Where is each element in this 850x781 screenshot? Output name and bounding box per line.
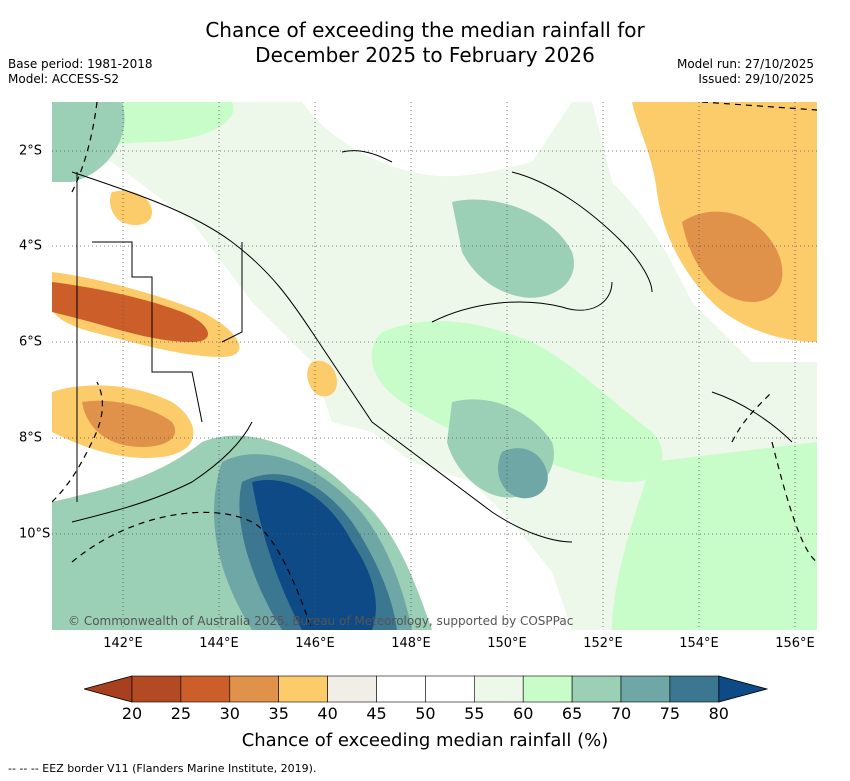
colorbar-label: Chance of exceeding median rainfall (%): [241, 730, 609, 751]
meta-left: Base period: 1981-2018 Model: ACCESS-S2: [8, 57, 153, 87]
x-tick-152: 152°E: [583, 636, 623, 651]
colorbar-tick: 80: [708, 704, 729, 723]
colorbar-tick: 60: [513, 704, 534, 723]
copyright-notice: © Commonwealth of Australia 2025, Bureau…: [68, 614, 574, 628]
y-tick-6s: 6°S: [19, 334, 43, 350]
y-tick-8s: 8°S: [19, 430, 43, 446]
colorbar-extend-high: [718, 675, 768, 703]
y-tick-4s: 4°S: [19, 238, 43, 254]
graticule: [52, 102, 817, 630]
colorbar-tick: 40: [317, 704, 338, 723]
x-tick-146: 146°E: [295, 636, 335, 651]
region-lightgreen-east: [612, 442, 817, 630]
model-run: Model run: 27/10/2025: [676, 57, 814, 71]
colorbar-segment: [229, 675, 280, 703]
y-tick-10s: 10°S: [19, 526, 51, 542]
coastlines: [71, 150, 793, 543]
region-darkorange-southwest: [82, 400, 176, 447]
region-darkorange-west: [52, 282, 209, 342]
colorbar-tick: 30: [219, 704, 240, 723]
colorbar-segment: [278, 675, 328, 703]
colorbar-tick: 25: [170, 704, 192, 723]
x-tick-156: 156°E: [775, 636, 815, 651]
colorbar-segment: [473, 675, 524, 703]
region-teal-nw: [52, 102, 125, 182]
region-teal-central: [452, 199, 574, 298]
colorbar-segment: [131, 675, 182, 703]
borders: [76, 172, 243, 502]
region-orange-small-central: [307, 360, 337, 397]
region-lightgreen-central: [371, 321, 663, 482]
region-blue-south-core: [252, 480, 376, 630]
colorbar-tick: 65: [561, 704, 583, 723]
base-period: Base period: 1981-2018: [8, 57, 153, 71]
x-tick-154: 154°E: [679, 636, 719, 651]
region-blue-east: [497, 448, 548, 499]
title-line-1: Chance of exceeding the median rainfall …: [205, 18, 645, 42]
colorbar-segment: [376, 675, 426, 703]
x-tick-144: 144°E: [199, 636, 239, 651]
colorbar: [84, 675, 768, 703]
meta-right: Model run: 27/10/2025 Issued: 29/10/2025: [677, 57, 814, 87]
colorbar-tick: 50: [415, 704, 436, 723]
colorbar-tick: 75: [659, 704, 681, 723]
region-darkorange-northeast: [682, 211, 783, 302]
colorbar-tick: 55: [464, 704, 485, 723]
eez-legend: -- -- -- EEZ border V11 (Flanders Marine…: [8, 762, 317, 775]
colorbar-segment: [327, 675, 377, 703]
title-line-2: December 2025 to February 2026: [255, 43, 595, 67]
colorbar-tick: 45: [366, 704, 387, 723]
colorbar-tick: 70: [610, 704, 632, 723]
colorbar-tick: 35: [268, 704, 289, 723]
colorbar-segment: [180, 675, 231, 703]
x-tick-150: 150°E: [487, 636, 527, 651]
colorbar-segment: [620, 675, 671, 703]
issued-date: Issued: 29/10/2025: [698, 72, 814, 86]
colorbar-segment: [425, 675, 475, 703]
y-tick-2s: 2°S: [19, 143, 43, 159]
eez-borders: [52, 102, 817, 630]
colorbar-tick: 20: [121, 704, 143, 723]
rainfall-map: [52, 102, 817, 630]
x-tick-148: 148°E: [391, 636, 431, 651]
region-orange-small-north: [110, 190, 152, 225]
colorbar-segment: [522, 675, 573, 703]
map-title: Chance of exceeding the median rainfall …: [0, 18, 850, 68]
colorbar-segment: [669, 675, 720, 703]
x-tick-142: 142°E: [103, 636, 143, 651]
model-name: Model: ACCESS-S2: [8, 72, 120, 86]
colorbar-extend-low: [84, 675, 133, 703]
colorbar-segment: [571, 675, 622, 703]
